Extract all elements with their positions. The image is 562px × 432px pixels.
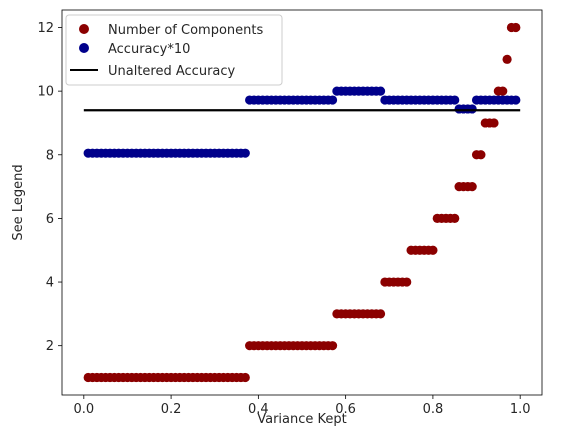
x-tick-label: 0.2: [161, 402, 182, 417]
x-axis: 0.0 0.2 0.4 0.6 0.8 1.0: [73, 395, 531, 417]
component-point: [327, 341, 338, 351]
component-point: [240, 372, 250, 383]
legend-label-components: Number of Components: [108, 23, 263, 38]
accuracy-point: [327, 95, 338, 105]
legend-label-unaltered: Unaltered Accuracy: [108, 64, 236, 79]
y-tick-label: 6: [46, 212, 54, 227]
component-point: [428, 245, 438, 255]
legend-marker-components: [79, 24, 89, 34]
y-tick-label: 2: [46, 339, 54, 354]
component-point: [476, 150, 486, 160]
legend-label-accuracy: Accuracy*10: [108, 42, 190, 57]
x-axis-label: Variance Kept: [257, 412, 347, 427]
component-point: [498, 86, 508, 96]
accuracy-point: [467, 104, 477, 114]
x-tick-label: 0.4: [248, 402, 269, 417]
accuracy-point: [375, 86, 386, 96]
accuracy-point: [450, 95, 460, 105]
y-axis: 2 4 6 8 10 12: [37, 21, 62, 354]
y-tick-label: 4: [46, 276, 54, 291]
component-point: [489, 118, 499, 128]
x-tick-label: 0.8: [423, 402, 444, 417]
x-tick-label: 0.6: [335, 402, 356, 417]
component-point: [402, 277, 412, 287]
y-tick-label: 10: [37, 85, 54, 100]
legend-marker-accuracy: [79, 43, 89, 53]
legend-box: [65, 14, 283, 86]
component-point: [375, 309, 386, 319]
plot-area: [83, 22, 521, 383]
x-tick-label: 1.0: [510, 402, 531, 417]
component-point: [467, 181, 477, 192]
y-tick-label: 12: [37, 21, 54, 36]
y-tick-label: 8: [46, 148, 54, 163]
accuracy-point: [240, 148, 250, 158]
component-point: [502, 54, 512, 64]
component-point: [450, 213, 460, 224]
axes-frame: [61, 9, 543, 396]
y-axis-label: See Legend: [11, 164, 26, 240]
component-point: [511, 22, 521, 33]
legend: Number of Components Accuracy*10 Unalter…: [65, 14, 283, 86]
accuracy-point: [511, 95, 521, 105]
x-tick-label: 0.0: [73, 402, 94, 417]
